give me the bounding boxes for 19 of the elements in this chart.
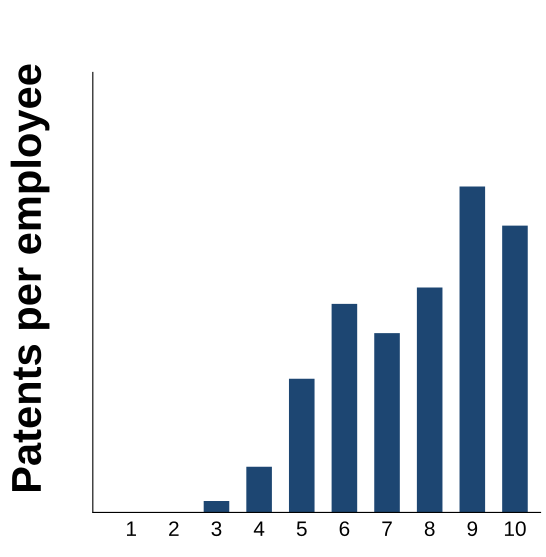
- x-tick-label: 9: [468, 521, 478, 536]
- bar: [502, 226, 528, 512]
- x-tick-label: 1: [126, 522, 136, 536]
- bar: [246, 466, 272, 512]
- bar: [332, 304, 358, 512]
- y-axis-title: Patents per employee: [10, 64, 50, 492]
- x-tick-label: 10: [504, 521, 526, 536]
- x-tick-label: 7: [382, 522, 392, 536]
- bar: [416, 288, 442, 512]
- bar: [204, 501, 230, 512]
- x-tick-label: 8: [424, 521, 435, 536]
- bar: [288, 378, 315, 512]
- x-tick-label: 3: [211, 521, 222, 536]
- x-tick-label: 2: [169, 521, 179, 536]
- bar: [374, 333, 400, 512]
- x-tick-label: 4: [254, 522, 264, 536]
- x-tick-label: 6: [340, 521, 350, 536]
- bar: [460, 186, 486, 512]
- x-tick-label: 5: [296, 522, 307, 536]
